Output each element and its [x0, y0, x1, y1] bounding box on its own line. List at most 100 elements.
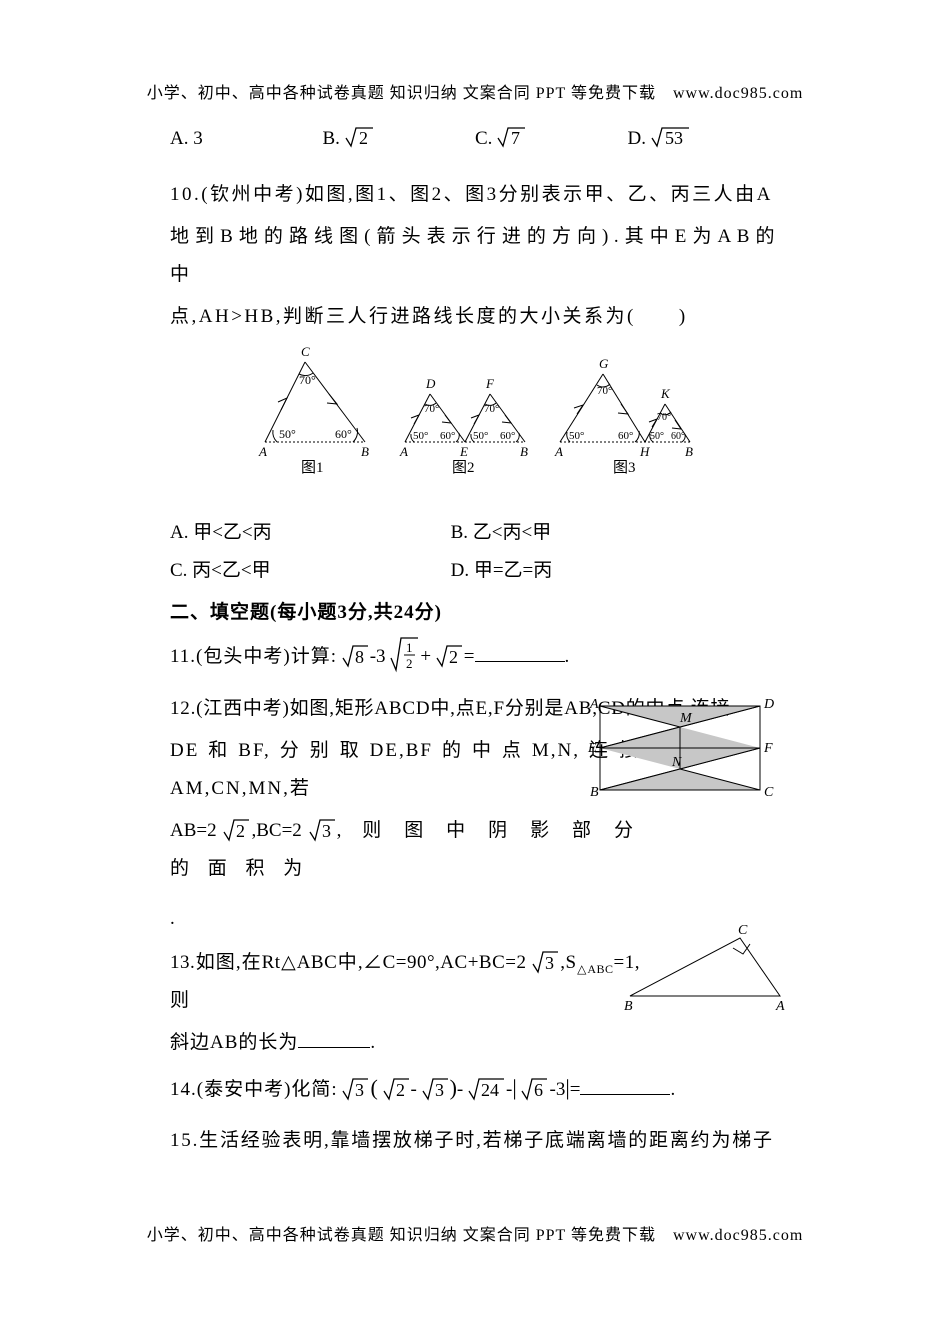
svg-text:图1: 图1 [301, 459, 324, 476]
svg-text:图2: 图2 [452, 459, 475, 476]
page: 小学、初中、高中各种试卷真题 知识归纳 文案合同 PPT 等免费下载 www.d… [0, 0, 950, 1344]
svg-text:A: A [775, 999, 785, 1014]
svg-text:B: B [361, 444, 369, 459]
q13-line2-text: 斜边AB的长为 [170, 1032, 298, 1053]
svg-text:H: H [639, 444, 650, 459]
q14-3: 3 [556, 1079, 566, 1100]
sqrt2c-icon: 2 [223, 816, 251, 844]
svg-text:60°: 60° [500, 430, 515, 442]
q9-optA: A. 3 [170, 120, 323, 158]
q12-bc: ,BC=2 [251, 820, 301, 841]
svg-text:2: 2 [406, 656, 413, 671]
svg-text:E: E [459, 444, 468, 459]
svg-text:C: C [301, 344, 310, 359]
q9-options: A. 3 B. 2 C. 7 D. 53 [170, 120, 780, 158]
svg-text:E: E [587, 741, 597, 756]
sqrt-2-icon: 2 [345, 124, 375, 150]
svg-text:B: B [590, 785, 599, 800]
svg-text:70°: 70° [299, 373, 316, 387]
svg-text:7: 7 [511, 128, 520, 148]
q12-ab: AB=2 [170, 820, 217, 841]
q9-optD: D. 53 [628, 120, 781, 158]
q10-opts-row1: A. 甲<乙<丙 B. 乙<丙<甲 [170, 514, 780, 552]
q14-bo: | [512, 1075, 516, 1100]
svg-text:3: 3 [355, 1080, 364, 1100]
svg-text:A: A [554, 444, 563, 459]
q10-optC: C. 丙<乙<甲 [170, 552, 451, 590]
svg-text:A: A [399, 444, 408, 459]
q15: 15.生活经验表明,靠墙摆放梯子时,若梯子底端离墙的距离约为梯子 [170, 1122, 780, 1160]
q9-optA-text: A. 3 [170, 128, 203, 149]
svg-text:G: G [599, 356, 609, 371]
page-header: 小学、初中、高中各种试卷真题 知识归纳 文案合同 PPT 等免费下载 www.d… [0, 78, 950, 110]
q11: 11.(包头中考)计算: 8 -3 1 2 + 2 =. [170, 636, 780, 676]
svg-text:8: 8 [355, 647, 364, 667]
q12-figure: A D E F B C M N [580, 696, 780, 820]
svg-text:2: 2 [396, 1080, 405, 1100]
q12-diagram: A D E F B C M N [580, 696, 780, 806]
q11-minus3: -3 [370, 646, 386, 667]
q14-eq: = [570, 1079, 581, 1100]
svg-text:K: K [660, 386, 671, 401]
svg-text:1: 1 [406, 640, 413, 655]
q12: A D E F B C M N 12.(江西中考)如图,矩形ABCD中,点E,F… [170, 690, 780, 938]
q12-line3: AB=2 2 ,BC=2 3 , 则 图 中 阴 影 部 分 的 面 积 为 [170, 812, 640, 888]
svg-text:60°: 60° [335, 427, 352, 441]
svg-text:6: 6 [534, 1080, 543, 1100]
svg-text:3: 3 [435, 1080, 444, 1100]
q12-line2-text: DE和BF,分别取DE,BF的中点M,N,连接AM,CN,MN,若 [170, 740, 640, 799]
svg-text:50°: 50° [473, 430, 488, 442]
q10-opts-row2: C. 丙<乙<甲 D. 甲=乙=丙 [170, 552, 780, 590]
q11-plus: + [420, 646, 431, 667]
q9-optD-prefix: D. [628, 128, 646, 149]
q10-line3: 点,AH>HB,判断三人行进路线长度的大小关系为( ) [170, 298, 780, 336]
svg-text:A: A [258, 444, 267, 459]
q13-diagram: B A C [620, 926, 790, 1016]
q10-optC-text: C. 丙<乙<甲 [170, 560, 271, 581]
q13-line1: 13.如图,在Rt△ABC中,∠C=90°,AC+BC=2 3 ,S△ABC=1… [170, 944, 640, 1020]
svg-text:D: D [763, 697, 774, 712]
svg-text:F: F [485, 376, 495, 391]
q13-figure: B A C [620, 926, 790, 1030]
q13-text: 13.如图,在Rt△ABC中,∠C=90°,AC+BC=2 [170, 952, 526, 973]
q9-optC-prefix: C. [475, 128, 492, 149]
sqrt8-icon: 8 [342, 642, 370, 670]
svg-text:2: 2 [236, 821, 245, 841]
q12-line2: DE和BF,分别取DE,BF的中点M,N,连接AM,CN,MN,若 [170, 732, 640, 808]
sqrt-7-icon: 7 [497, 124, 527, 150]
sqrt3-icon: 3 [309, 816, 337, 844]
q11-prefix: 11.(包头中考)计算: [170, 646, 337, 667]
svg-text:50°: 50° [413, 430, 428, 442]
q14-m2: - [457, 1079, 463, 1100]
q13-sub: △ABC [577, 962, 614, 976]
q14-blank [580, 1077, 670, 1095]
section2-title: 二、填空题(每小题3分,共24分) [170, 594, 780, 632]
q10-optD-text: D. 甲=乙=丙 [451, 560, 553, 581]
q10-line2: 地到B地的路线图(箭头表示行进的方向).其中E为AB的中 [170, 218, 780, 294]
q14-po: ( [370, 1075, 377, 1100]
svg-text:M: M [679, 711, 693, 726]
sqrt3c-icon: 3 [342, 1075, 370, 1103]
svg-text:3: 3 [545, 953, 555, 973]
q14-m1: - [411, 1079, 417, 1100]
svg-text:B: B [624, 999, 633, 1014]
svg-text:70°: 70° [424, 403, 439, 415]
svg-text:B: B [685, 444, 693, 459]
svg-text:图3: 图3 [613, 459, 636, 476]
sqrt2b-icon: 2 [436, 642, 464, 670]
sqrt3b-icon: 3 [532, 948, 560, 976]
svg-text:C: C [738, 923, 748, 938]
svg-text:24: 24 [481, 1080, 499, 1100]
sqrt6-icon: 6 [521, 1075, 549, 1103]
q12-tail: . [170, 908, 177, 929]
svg-text:B: B [520, 444, 528, 459]
q10-optB-text: B. 乙<丙<甲 [451, 522, 552, 543]
q9-optB: B. 2 [323, 120, 476, 158]
svg-text:60°: 60° [440, 430, 455, 442]
svg-text:C: C [764, 785, 774, 800]
svg-text:70°: 70° [597, 385, 612, 397]
svg-text:2: 2 [359, 128, 368, 148]
q10-optA: A. 甲<乙<丙 [170, 514, 451, 552]
sqrt24-icon: 24 [468, 1075, 506, 1103]
sqrt3d-icon: 3 [422, 1075, 450, 1103]
